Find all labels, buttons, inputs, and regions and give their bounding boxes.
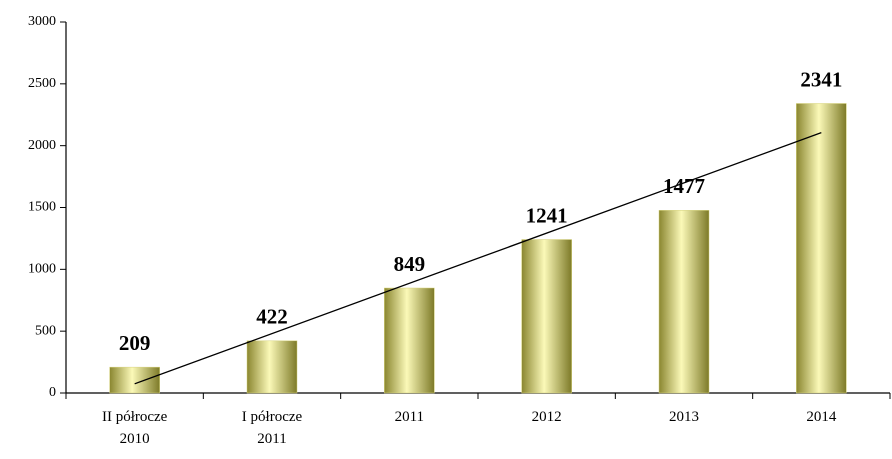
x-tick-label: 2014 xyxy=(806,409,837,425)
x-tick-label: 2013 xyxy=(669,409,699,425)
x-tick-label: I półrocze 2011 xyxy=(241,409,303,447)
y-tick-label: 0 xyxy=(49,385,56,400)
bar xyxy=(246,340,298,394)
data-label: 849 xyxy=(394,252,426,276)
bar xyxy=(658,210,710,394)
y-tick-label: 3000 xyxy=(28,14,56,29)
x-tick-label: 2011 xyxy=(394,409,425,425)
y-tick-label: 500 xyxy=(35,323,56,338)
data-label: 422 xyxy=(256,305,288,329)
x-tick-label: II półrocze 2010 xyxy=(101,409,168,447)
data-label: 209 xyxy=(119,331,151,355)
data-label: 2341 xyxy=(800,67,842,91)
bar xyxy=(384,287,435,394)
x-tick-label: 2012 xyxy=(531,409,562,425)
trendline xyxy=(134,132,822,385)
y-tick-label: 1000 xyxy=(28,262,56,277)
y-tick-label: 2000 xyxy=(28,138,56,153)
y-tick-label: 1500 xyxy=(28,200,56,215)
bar xyxy=(521,239,572,394)
data-label: 1241 xyxy=(526,203,568,227)
y-tick-label: 2500 xyxy=(28,76,56,91)
bar xyxy=(796,103,847,394)
bar xyxy=(109,366,160,394)
